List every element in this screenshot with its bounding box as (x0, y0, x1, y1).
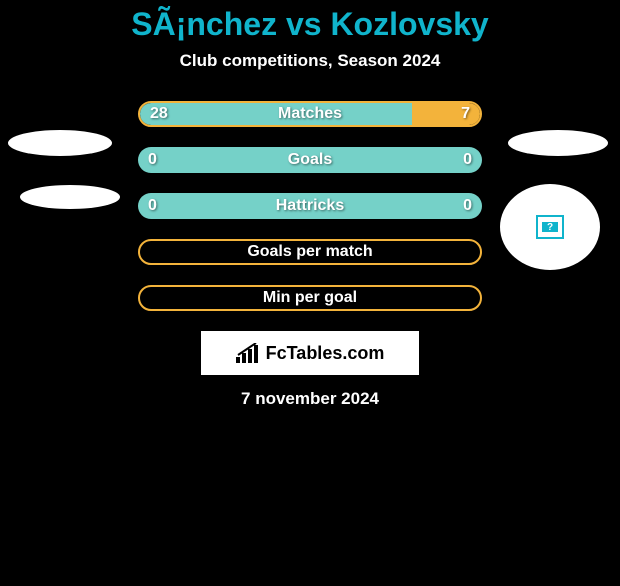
decorative-ellipse (8, 130, 112, 156)
stat-row: Goals per match (138, 239, 482, 265)
stats-container: 287Matches 00Goals 00Hattricks Goals per ma… (138, 101, 482, 311)
date-text: 7 november 2024 (0, 389, 620, 409)
stat-label: Min per goal (140, 287, 480, 309)
stat-row: 00Hattricks (138, 193, 482, 219)
stat-label: Matches (140, 103, 480, 125)
stat-label: Hattricks (138, 193, 482, 219)
page-subtitle: Club competitions, Season 2024 (0, 51, 620, 71)
stat-label: Goals (138, 147, 482, 173)
stat-row: 287Matches (138, 101, 482, 127)
placeholder-icon (536, 215, 564, 239)
brand-badge: FcTables.com (201, 331, 419, 375)
player-badge (500, 184, 600, 270)
stat-row: 00Goals (138, 147, 482, 173)
chart-icon (236, 343, 260, 363)
decorative-ellipse (20, 185, 120, 209)
brand-text: FcTables.com (266, 343, 385, 364)
stat-label: Goals per match (140, 241, 480, 263)
stat-row: Min per goal (138, 285, 482, 311)
page-title: SÃ¡nchez vs Kozlovsky (0, 6, 620, 43)
decorative-ellipse (508, 130, 608, 156)
